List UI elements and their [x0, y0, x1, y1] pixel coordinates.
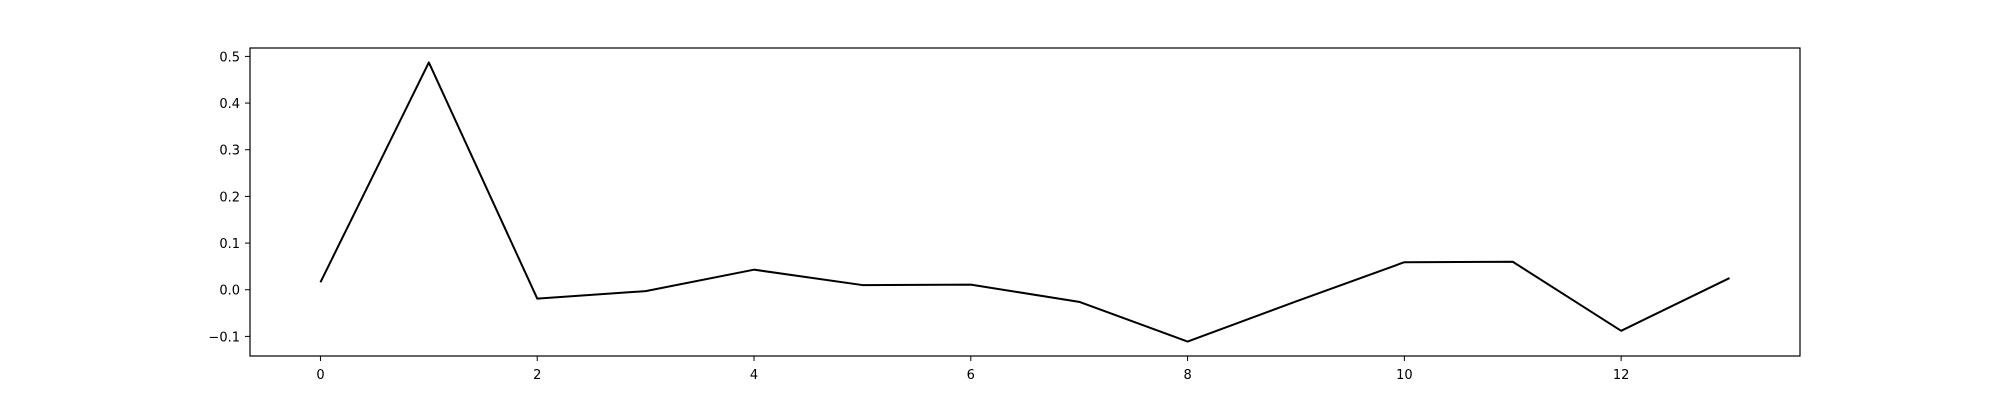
- x-tick-label: 2: [533, 368, 541, 383]
- x-tick-label: 0: [316, 368, 324, 383]
- y-tick-label: 0.0: [219, 284, 240, 299]
- y-tick-label: 0.1: [219, 237, 240, 252]
- y-tick-label: 0.5: [219, 50, 240, 65]
- y-tick-label: −0.1: [208, 330, 240, 345]
- plot-frame: [250, 48, 1800, 356]
- axes: 0 2 4 6 8 10 12 −0.1 0.0 0.1 0.2 0.3 0.4 0.5: [208, 48, 1800, 383]
- y-tick-label: 0.4: [219, 97, 240, 112]
- x-tick-label: 10: [1396, 368, 1413, 383]
- x-tick-label: 4: [750, 368, 758, 383]
- series-line: [320, 62, 1729, 341]
- y-tick-label: 0.2: [219, 190, 240, 205]
- x-tick-label: 12: [1613, 368, 1630, 383]
- plot-area: [320, 62, 1729, 341]
- x-tick-label: 6: [967, 368, 975, 383]
- x-tick-label: 8: [1183, 368, 1191, 383]
- y-tick-label: 0.3: [219, 144, 240, 159]
